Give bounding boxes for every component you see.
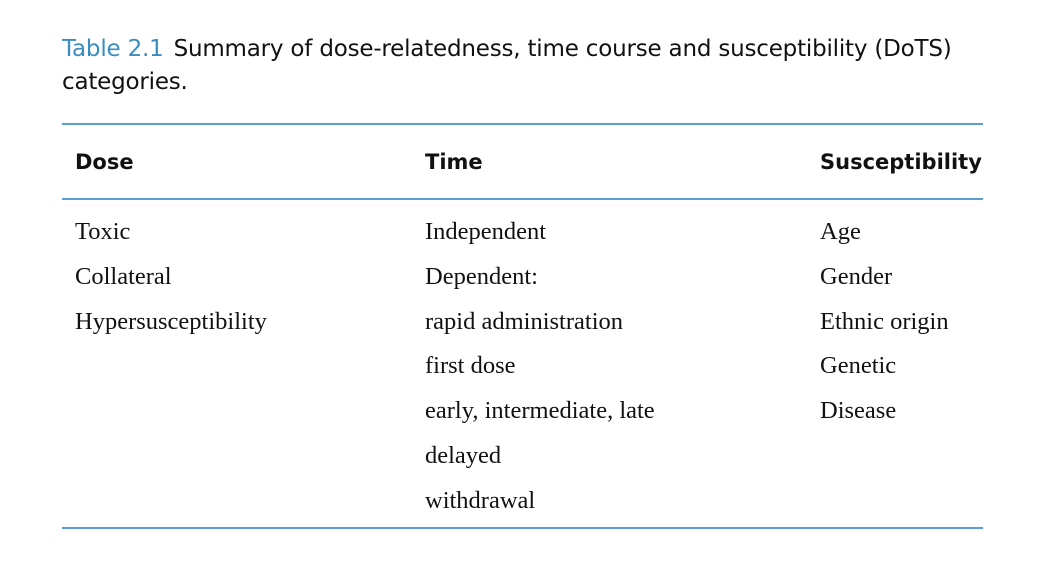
susceptibility-cell: Ethnic origin [820, 307, 949, 335]
dose-cell: Hypersusceptibility [75, 307, 267, 335]
time-cell: early, intermediate, late [425, 397, 655, 425]
susceptibility-cell: Age [820, 218, 861, 245]
header-dose: Dose [75, 150, 134, 174]
susceptibility-cell: Gender [820, 262, 893, 290]
time-column: Independent Dependent: rapid administrat… [425, 214, 655, 528]
time-cell: rapid administration [425, 307, 623, 335]
header-rule [62, 198, 983, 200]
susceptibility-cell: Genetic [820, 352, 897, 380]
table-caption: Table 2.1 Summary of dose-relatedness, ti… [62, 33, 992, 99]
header-susceptibility: Susceptibility [820, 150, 982, 174]
susceptibility-cell: Disease [820, 397, 897, 425]
top-rule [62, 123, 983, 125]
bottom-rule [62, 527, 983, 529]
dose-cell: Collateral [75, 262, 172, 290]
time-cell: delayed [425, 441, 502, 469]
caption-text: Summary of dose-relatedness, time course… [62, 36, 952, 95]
susceptibility-column: Age Gender Ethnic origin Genetic Disease [820, 214, 949, 438]
time-cell: withdrawal [425, 486, 536, 514]
dose-column: Toxic Collateral Hypersusceptibility [75, 214, 267, 348]
header-time: Time [425, 150, 483, 174]
time-cell: first dose [425, 352, 516, 380]
time-cell: Independent [425, 218, 547, 245]
table-number: Table 2.1 [62, 36, 164, 62]
dose-cell: Toxic [75, 218, 131, 245]
time-cell: Dependent: [425, 262, 538, 290]
